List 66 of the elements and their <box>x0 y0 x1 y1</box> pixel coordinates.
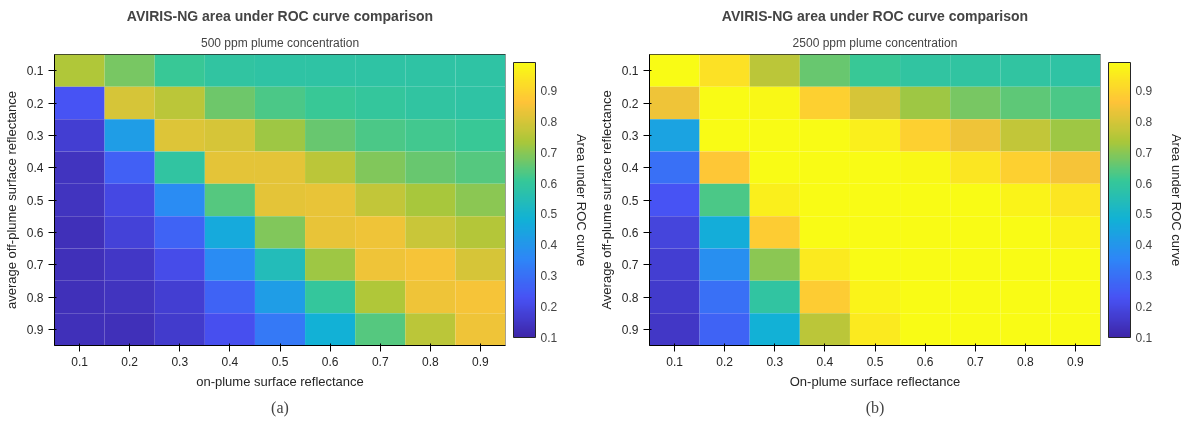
y-tick-label: 0.4 <box>621 161 639 176</box>
x-tick-label: 0.6 <box>916 354 934 369</box>
y-tick-label: 0.6 <box>621 225 639 240</box>
x-tick-label: 0.3 <box>766 354 784 369</box>
y-tick-label: 0.3 <box>621 128 639 143</box>
x-tick-label: 0.2 <box>716 354 734 369</box>
y-tick-label: 0.9 <box>621 322 639 337</box>
y-axis-title: Average off-plume surface reflectance <box>598 90 614 310</box>
color-bar-label: 0.8 <box>540 114 558 129</box>
y-tick-label: 0.5 <box>621 193 639 208</box>
color-bar-label: 0.6 <box>540 176 558 191</box>
color-bar-label: 0.8 <box>1135 114 1153 129</box>
y-tick-label: 0.1 <box>621 64 639 79</box>
text: (a) <box>271 398 289 417</box>
color-bar-label: 0.2 <box>540 300 558 315</box>
x-tick-label: 0.5 <box>271 354 289 369</box>
color-bar-label: 0.9 <box>1135 83 1153 98</box>
y-tick-label: 0.6 <box>26 225 44 240</box>
x-tick-label: 0.3 <box>171 354 189 369</box>
x-tick-label: 0.9 <box>472 354 490 369</box>
x-tick-label: 0.4 <box>221 354 239 369</box>
y-tick-label: 0.9 <box>26 322 44 337</box>
x-tick-label: 0.2 <box>121 354 139 369</box>
y-tick-label: 0.2 <box>621 96 639 111</box>
color-bar-label: 0.4 <box>540 238 558 253</box>
y-tick-label: 0.8 <box>26 290 44 305</box>
y-tick-label: 0.7 <box>621 258 639 273</box>
color-bar-label: 0.1 <box>1135 331 1153 345</box>
x-axis-title: on-plume surface reflectance <box>196 373 364 389</box>
color-bar-label: 0.5 <box>1135 207 1153 222</box>
color-bar-title: Area under ROC curve <box>573 133 589 267</box>
color-bar-label: 0.1 <box>540 331 558 345</box>
x-tick-label: 0.7 <box>966 354 984 369</box>
x-tick-label: 0.7 <box>371 354 389 369</box>
chart-subtitle: 500 ppm plume concentration <box>200 35 360 50</box>
y-tick-label: 0.2 <box>26 96 44 111</box>
x-tick-label: 0.9 <box>1067 354 1085 369</box>
color-bar-label: 0.3 <box>1135 269 1153 284</box>
y-tick-label: 0.5 <box>26 193 44 208</box>
text: (b) <box>865 398 885 417</box>
x-tick-label: 0.1 <box>71 354 89 369</box>
x-tick-label: 0.1 <box>666 354 684 369</box>
x-tick-label: 0.4 <box>816 354 834 369</box>
x-tick-label: 0.5 <box>866 354 884 369</box>
y-tick-label: 0.4 <box>26 161 44 176</box>
color-bar-label: 0.3 <box>540 269 558 284</box>
y-tick-label: 0.8 <box>621 290 639 305</box>
color-bar-label: 0.2 <box>1135 300 1153 315</box>
x-tick-label: 0.8 <box>421 354 439 369</box>
x-tick-label: 0.6 <box>321 354 339 369</box>
y-tick-label: 0.3 <box>26 128 44 143</box>
x-tick-label: 0.8 <box>1016 354 1034 369</box>
x-axis-title: On-plume surface reflectance <box>789 373 961 389</box>
y-tick-label: 0.7 <box>26 258 44 273</box>
color-bar-label: 0.5 <box>540 207 558 222</box>
chart-title: AVIRIS-NG area under ROC curve comparison <box>721 7 1029 24</box>
color-bar-label: 0.7 <box>1135 145 1153 160</box>
chart-title: AVIRIS-NG area under ROC curve comparison <box>126 7 434 24</box>
y-tick-label: 0.1 <box>26 64 44 79</box>
color-bar-title: Area under ROC curve <box>1168 133 1184 267</box>
color-bar-label: 0.4 <box>1135 238 1153 253</box>
color-bar-label: 0.7 <box>540 145 558 160</box>
chart-subtitle: 2500 ppm plume concentration <box>792 35 958 50</box>
color-bar-label: 0.6 <box>1135 176 1153 191</box>
color-bar-label: 0.9 <box>540 83 558 98</box>
y-axis-title: average off-plume surface reflectance <box>3 91 19 309</box>
